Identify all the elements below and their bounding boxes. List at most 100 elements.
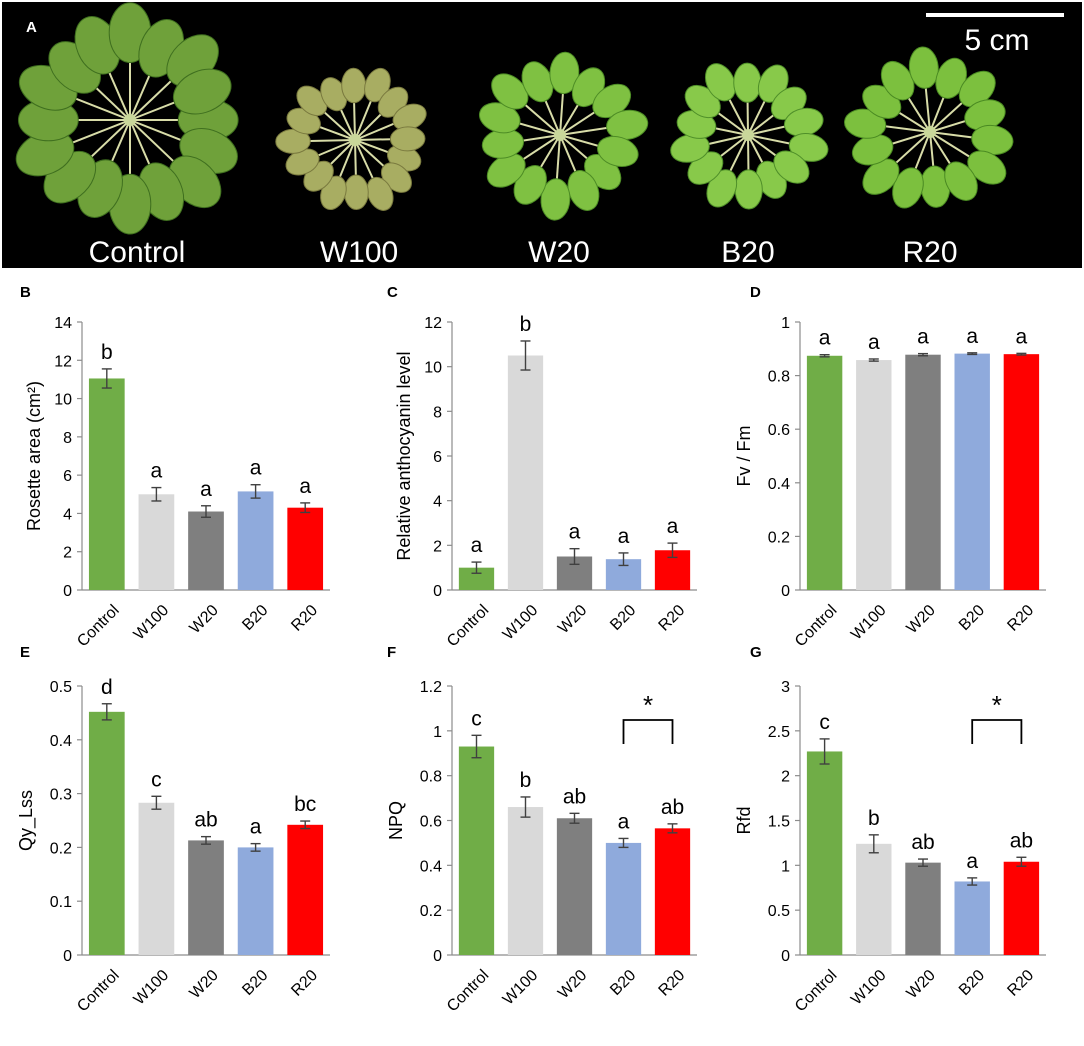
x-tick-label: Control — [74, 602, 122, 650]
leaf — [908, 46, 939, 89]
significance-star: * — [992, 690, 1002, 720]
y-tick-label: 2.5 — [768, 724, 790, 741]
y-tick-label: 1.2 — [420, 679, 442, 696]
panel-label-a: A — [26, 19, 37, 36]
panel-label: G — [750, 644, 762, 661]
significance-letter: d — [101, 676, 113, 699]
y-tick-label: 0 — [433, 948, 442, 965]
plant-label: W20 — [528, 236, 590, 269]
leaf — [364, 67, 391, 103]
rosette-photo-panel: A 5 cm Control W100 W20 B20 R20 — [2, 2, 1082, 269]
significance-letter: c — [151, 768, 162, 791]
y-tick-label: 1 — [781, 858, 790, 875]
leaf — [389, 126, 426, 152]
bar-control — [458, 567, 495, 590]
y-tick-label: 0 — [781, 948, 790, 965]
y-tick-label: 1 — [433, 724, 442, 741]
x-tick-label: W100 — [500, 602, 542, 644]
x-tick-label: W100 — [131, 967, 173, 1009]
significance-letter: ab — [661, 796, 684, 819]
y-tick-label: 4 — [433, 494, 442, 511]
x-tick-label: R20 — [1004, 602, 1037, 635]
bar-control — [88, 711, 125, 955]
x-tick-label: B20 — [956, 602, 988, 634]
rosette-center — [554, 129, 566, 141]
x-tick-label: B20 — [239, 602, 271, 634]
leaf — [844, 108, 887, 139]
leaf — [967, 150, 1007, 185]
leaf — [704, 63, 736, 102]
rosette-center — [742, 129, 754, 141]
rosette-plant — [844, 46, 1014, 209]
leaf — [491, 73, 529, 110]
x-tick-label: R20 — [288, 602, 321, 635]
bar-control — [458, 746, 495, 955]
significance-letter: a — [917, 326, 929, 349]
chart-panel-g: G 0 0.5 1 1.5 2 2.5 3 Rfd c Control b W100 ab W20 a B20 a… — [734, 644, 1046, 1015]
x-tick-label: Control — [444, 967, 492, 1015]
leaf — [296, 85, 328, 117]
panel-label: D — [750, 284, 761, 301]
x-tick-label: W20 — [187, 602, 222, 637]
y-tick-label: 6 — [433, 449, 442, 466]
bar-r20 — [287, 507, 324, 590]
x-tick-label: B20 — [607, 967, 639, 999]
significance-letter: a — [966, 850, 978, 873]
significance-letter: c — [471, 707, 482, 730]
significance-bracket — [971, 719, 1023, 744]
y-tick-label: 2 — [63, 545, 72, 562]
significance-letter: a — [250, 457, 262, 480]
leaf — [733, 62, 762, 103]
y-tick-label: 0.8 — [420, 769, 442, 786]
chart-panel-f: F 0 0.2 0.4 0.6 0.8 1 1.2 NPQ c Control b W100 ab W20 a… — [386, 644, 697, 1015]
y-tick-label: 0.5 — [50, 679, 72, 696]
rosette-center — [349, 134, 361, 146]
y-tick-label: 0.1 — [50, 894, 72, 911]
plant-label: B20 — [721, 236, 774, 269]
panel-label: F — [387, 644, 396, 661]
significance-star: * — [643, 690, 653, 720]
leaf — [773, 150, 810, 184]
significance-letter: b — [520, 313, 532, 336]
y-tick-label: 4 — [63, 506, 72, 523]
bar-w20 — [905, 862, 941, 955]
plant-label: W100 — [320, 236, 398, 269]
significance-letter: a — [250, 816, 262, 839]
rosette-plant — [670, 62, 829, 210]
leaf — [275, 128, 311, 154]
y-tick-label: 0.5 — [768, 903, 790, 920]
x-tick-label: B20 — [239, 967, 271, 999]
bar-w100 — [138, 802, 175, 955]
leaf — [788, 132, 829, 162]
significance-letter: bc — [294, 793, 316, 816]
significance-letter: a — [819, 327, 831, 350]
significance-letter: ab — [194, 809, 217, 832]
y-tick-label: 2 — [433, 538, 442, 555]
panel-label: C — [387, 284, 398, 301]
leaf — [862, 158, 900, 195]
significance-letter: a — [200, 478, 212, 501]
y-tick-label: 0 — [63, 583, 72, 600]
y-tick-label: 1.5 — [768, 814, 790, 831]
significance-letter: ab — [1010, 829, 1033, 852]
y-tick-label: 0.2 — [768, 529, 790, 546]
y-axis-label: Fv / Fm — [734, 426, 754, 487]
leaf — [597, 135, 639, 167]
bar-control — [88, 378, 125, 590]
leaf — [341, 67, 367, 104]
bar-b20 — [237, 847, 274, 955]
leaf — [706, 169, 738, 208]
y-axis-label: Rosette area (cm²) — [24, 381, 44, 531]
rosette-plant — [275, 67, 427, 211]
chart-panel-e: E 0 0.1 0.2 0.3 0.4 0.5 Qy_Lss d Control c W100 ab W2… — [16, 644, 330, 1015]
bar-b20 — [954, 353, 990, 590]
x-tick-label: W20 — [187, 967, 222, 1002]
bar-w20 — [188, 511, 224, 590]
rosette-plant — [478, 51, 649, 221]
leaf — [366, 176, 394, 211]
y-tick-label: 0.6 — [420, 814, 442, 831]
significance-letter: b — [101, 341, 113, 364]
x-tick-label: W100 — [848, 602, 890, 644]
y-tick-label: 3 — [781, 679, 790, 696]
bar-w100 — [856, 360, 892, 590]
